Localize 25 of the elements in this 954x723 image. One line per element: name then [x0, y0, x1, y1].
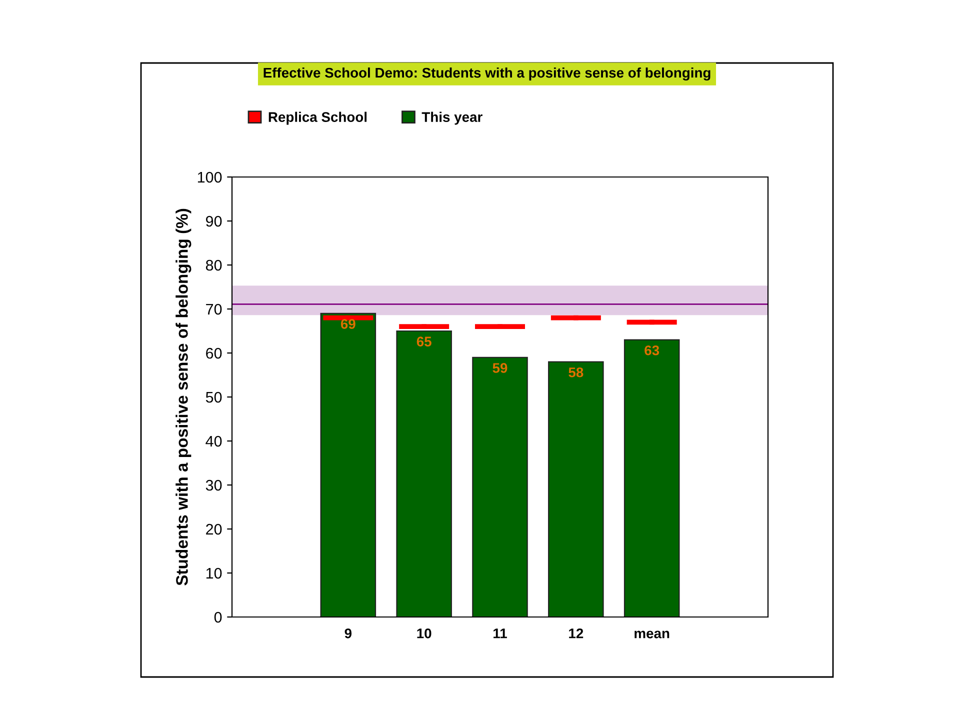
y-axis-title: Students with a positive sense of belonging (%) — [176, 208, 192, 586]
x-tick-label: 11 — [494, 628, 507, 638]
x-tick-label: 9 — [344, 628, 352, 638]
y-tick-label: 40 — [206, 436, 222, 447]
legend-label: This year — [422, 112, 482, 125]
data-label: 65 — [416, 336, 432, 346]
x-tick-label: mean — [634, 630, 670, 638]
y-tick-label: 50 — [206, 392, 222, 403]
y-tick-label: 80 — [206, 260, 222, 271]
y-tick-label: 20 — [206, 524, 222, 535]
data-label: 69 — [340, 319, 356, 329]
x-tick-label: 12 — [569, 628, 584, 638]
chart-title: Effective School Demo: Students with a positive sense of belonging — [264, 67, 710, 81]
y-tick-label: 70 — [206, 304, 222, 315]
y-tick-label: 90 — [206, 216, 222, 227]
data-label: 58 — [568, 367, 584, 378]
legend-label: Replica School — [268, 112, 367, 125]
data-label: 63 — [644, 345, 660, 356]
y-tick-label: 30 — [206, 480, 222, 491]
y-tick-label: 10 — [206, 568, 222, 579]
data-label: 59 — [492, 363, 508, 373]
y-tick-label: 100 — [198, 172, 222, 183]
y-tick-label: 0 — [214, 612, 222, 623]
x-tick-label: 10 — [417, 628, 432, 638]
y-tick-label: 60 — [206, 348, 222, 359]
